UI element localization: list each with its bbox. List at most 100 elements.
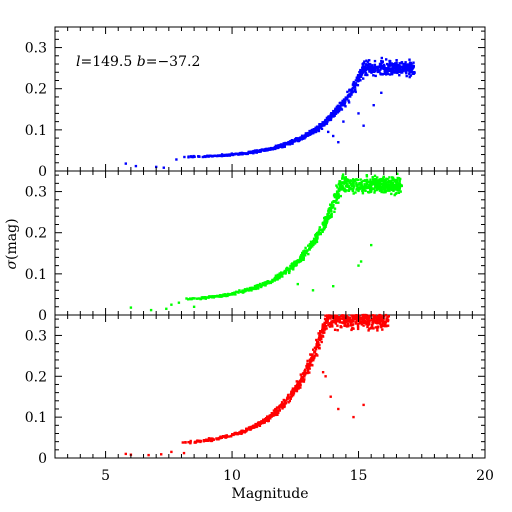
data-point (390, 67, 393, 70)
data-point (271, 280, 274, 283)
series-top (124, 56, 416, 169)
data-point (333, 114, 336, 117)
data-point (181, 441, 184, 444)
data-point (368, 185, 371, 188)
data-point (334, 200, 337, 203)
data-point (273, 411, 276, 414)
data-point (278, 407, 281, 410)
data-point (311, 364, 314, 367)
data-point (326, 318, 329, 321)
data-point (351, 319, 354, 322)
data-point (334, 108, 337, 111)
data-point (351, 326, 354, 330)
data-point (364, 67, 367, 70)
data-point (215, 295, 218, 298)
data-point (371, 321, 374, 324)
data-point (348, 188, 351, 191)
annot-l-symbol: l (76, 54, 80, 70)
data-point (225, 293, 228, 296)
data-point (252, 424, 256, 428)
data-point (411, 72, 414, 75)
data-point (346, 98, 349, 101)
data-point (265, 282, 268, 285)
data-point (302, 258, 305, 261)
data-point (321, 335, 325, 338)
data-point (299, 373, 302, 376)
data-point (289, 396, 292, 399)
data-point (371, 181, 374, 184)
data-point (365, 186, 368, 189)
data-point (358, 182, 362, 186)
data-point (231, 433, 234, 436)
data-point (345, 180, 348, 183)
data-point (379, 319, 382, 323)
data-point (374, 68, 377, 72)
data-point (213, 154, 217, 157)
data-point (359, 316, 363, 320)
data-point (308, 133, 312, 136)
data-point (378, 313, 381, 317)
data-point (381, 323, 384, 327)
data-point (384, 191, 387, 194)
data-point (288, 143, 292, 146)
data-point (329, 315, 332, 318)
data-point (356, 78, 359, 81)
data-point (366, 178, 369, 182)
data-point (377, 69, 380, 72)
data-point (226, 294, 229, 298)
data-point (374, 326, 377, 329)
data-point (349, 95, 352, 98)
data-point (217, 154, 220, 157)
data-point (247, 289, 250, 292)
data-point (263, 419, 266, 422)
data-point (367, 329, 370, 332)
data-point (352, 182, 355, 185)
data-point (347, 101, 351, 104)
data-point (224, 436, 227, 439)
data-point (341, 186, 345, 189)
data-point (356, 178, 360, 181)
data-point (329, 324, 333, 327)
y-tick-label: 0.1 (25, 123, 47, 139)
data-point (321, 121, 324, 124)
data-point (324, 319, 328, 323)
data-point (328, 216, 332, 219)
data-point (254, 287, 257, 291)
data-point (314, 348, 318, 351)
data-point (324, 314, 327, 317)
data-point (323, 331, 326, 334)
data-point (296, 387, 299, 391)
data-point (363, 60, 366, 63)
data-point (247, 426, 251, 429)
data-point (398, 187, 401, 191)
data-point (346, 319, 349, 323)
data-point (349, 182, 352, 185)
data-point (379, 179, 382, 182)
data-point (330, 114, 334, 117)
data-point (284, 270, 287, 274)
data-point (399, 177, 402, 181)
data-point (219, 435, 222, 439)
data-point (318, 334, 322, 337)
data-point (316, 236, 319, 239)
data-point (379, 63, 382, 67)
data-point (324, 328, 327, 331)
data-point (288, 271, 291, 275)
data-point (371, 64, 374, 67)
data-point (227, 293, 231, 296)
data-point (231, 292, 234, 295)
data-point (374, 182, 378, 186)
data-point (182, 451, 186, 455)
data-point (274, 144, 278, 147)
data-point (406, 69, 410, 72)
data-point (342, 100, 345, 104)
data-point (344, 185, 348, 188)
data-point (396, 187, 399, 190)
y-tick-label: 0.1 (25, 267, 47, 283)
data-point (318, 344, 321, 347)
data-point (337, 201, 340, 204)
data-point (335, 190, 339, 193)
data-point (412, 71, 416, 74)
data-point (258, 423, 261, 426)
data-point (380, 325, 383, 329)
